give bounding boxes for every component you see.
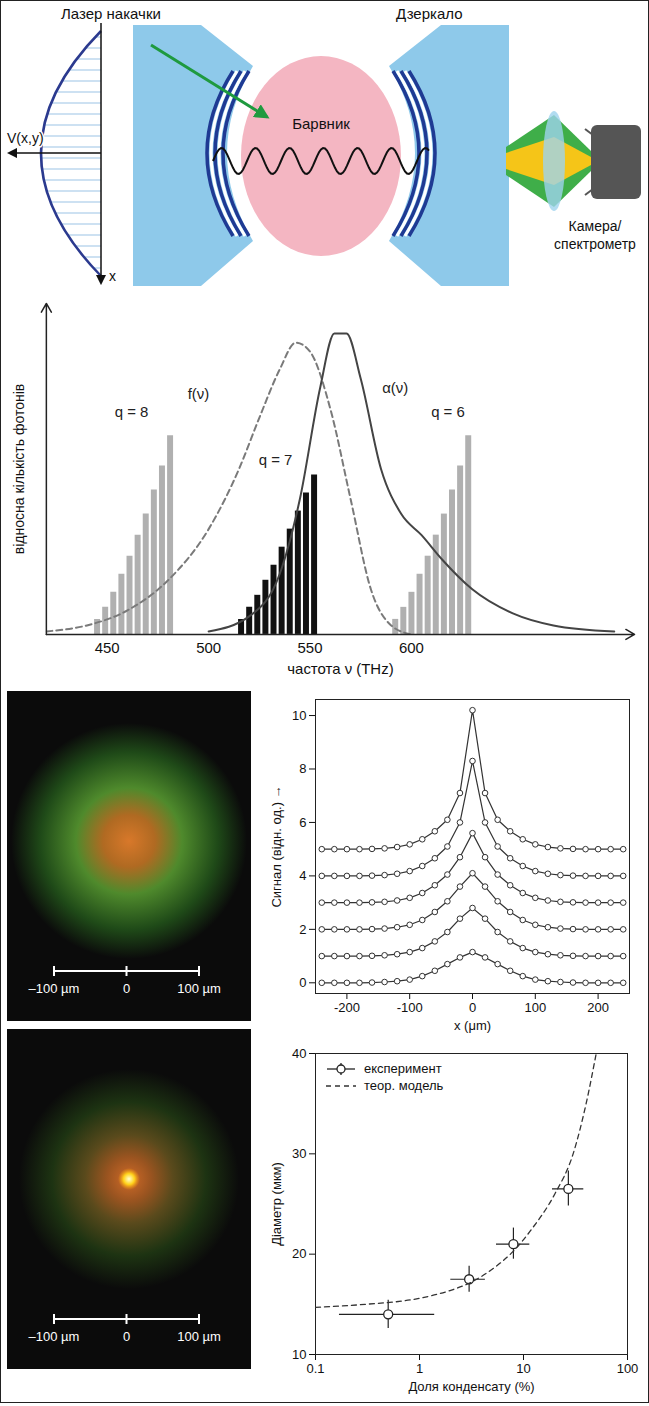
svg-text:0.1: 0.1: [306, 1361, 324, 1376]
svg-text:Лазер накачки: Лазер накачки: [61, 5, 161, 22]
svg-text:500: 500: [196, 639, 221, 656]
svg-text:Сигнал (відн. од.) →: Сигнал (відн. од.) →: [269, 785, 284, 907]
svg-text:q = 7: q = 7: [259, 451, 293, 468]
svg-text:30: 30: [292, 1146, 306, 1161]
svg-text:x (μm): x (μm): [454, 1018, 491, 1033]
svg-text:100 µm: 100 µm: [177, 1329, 221, 1344]
svg-text:600: 600: [399, 639, 424, 656]
svg-text:8: 8: [299, 761, 306, 776]
svg-text:450: 450: [95, 639, 120, 656]
svg-text:Камера/: Камера/: [569, 218, 622, 234]
html-text:експеримент: експеримент: [364, 1061, 442, 1076]
svg-text:0: 0: [123, 1329, 130, 1344]
svg-text:550: 550: [298, 639, 323, 656]
svg-text:–100 µm: –100 µm: [29, 981, 80, 996]
svg-text:200: 200: [587, 1000, 609, 1015]
svg-text:q = 8: q = 8: [115, 403, 149, 420]
html-text:відносна кількість фотонів: відносна кількість фотонів: [11, 383, 27, 555]
svg-text:-100: -100: [397, 1000, 423, 1015]
svg-text:0: 0: [469, 1000, 476, 1015]
svg-text:α(ν): α(ν): [382, 378, 408, 395]
svg-text:0: 0: [123, 981, 130, 996]
svg-text:1: 1: [416, 1361, 423, 1376]
svg-text:f(ν): f(ν): [188, 385, 210, 402]
svg-text:Дзеркало: Дзеркало: [396, 5, 463, 22]
svg-text:-200: -200: [334, 1000, 360, 1015]
svg-text:10: 10: [292, 708, 306, 723]
svg-text:40: 40: [292, 1046, 306, 1061]
svg-text:10: 10: [516, 1361, 530, 1376]
svg-text:100: 100: [617, 1361, 639, 1376]
svg-text:–100 µm: –100 µm: [29, 1329, 80, 1344]
svg-text:q = 6: q = 6: [431, 403, 465, 420]
svg-text:0: 0: [299, 975, 306, 990]
svg-text:100: 100: [524, 1000, 546, 1015]
svg-text:10: 10: [292, 1347, 306, 1362]
svg-text:2: 2: [299, 922, 306, 937]
svg-text:Доля конденсату (%): Доля конденсату (%): [408, 1379, 534, 1394]
svg-text:6: 6: [299, 815, 306, 830]
svg-text:4: 4: [299, 868, 306, 883]
svg-text:спектрометр: спектрометр: [554, 236, 636, 252]
svg-text:100 µm: 100 µm: [177, 981, 221, 996]
svg-text:20: 20: [292, 1246, 306, 1261]
html-text:теор. модель: теор. модель: [364, 1078, 444, 1093]
svg-text:Барвник: Барвник: [292, 115, 350, 132]
svg-text:x: x: [109, 268, 116, 284]
svg-text:Діаметр (мкм): Діаметр (мкм): [269, 1162, 284, 1246]
svg-text:V(x,y): V(x,y): [7, 130, 44, 146]
svg-text:частота ν (THz): частота ν (THz): [287, 660, 393, 677]
